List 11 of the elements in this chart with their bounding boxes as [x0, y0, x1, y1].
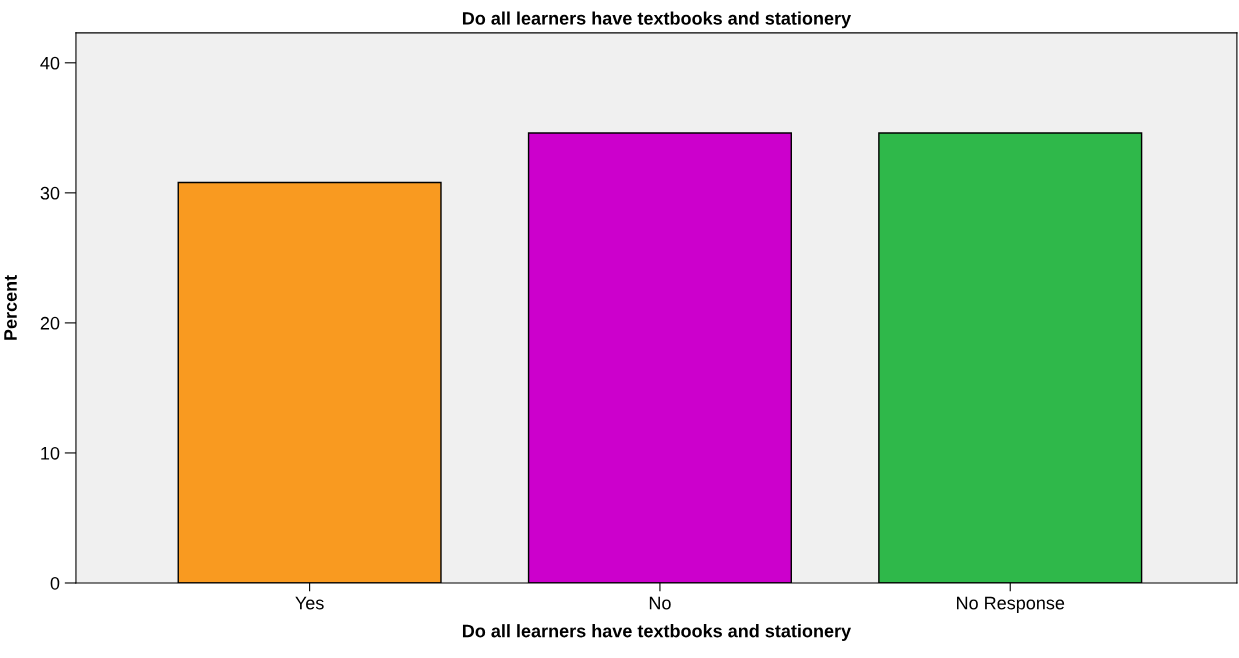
x-tick-label: No Response: [957, 596, 1065, 614]
y-axis-title: Percent: [4, 275, 17, 340]
y-tick-label: 40: [40, 56, 60, 70]
x-tick-label: No: [649, 596, 671, 610]
x-axis-title: Do all learners have textbooks and stationery: [462, 624, 852, 641]
y-tick-label: 10: [41, 446, 60, 460]
chart-title: Do all learners have textbooks and stationery: [462, 11, 852, 29]
y-tick-label: 20: [40, 316, 60, 330]
y-tick-label: 30: [40, 186, 60, 200]
x-tick-label: Yes: [295, 596, 324, 610]
y-tick-label: 0: [50, 576, 60, 590]
